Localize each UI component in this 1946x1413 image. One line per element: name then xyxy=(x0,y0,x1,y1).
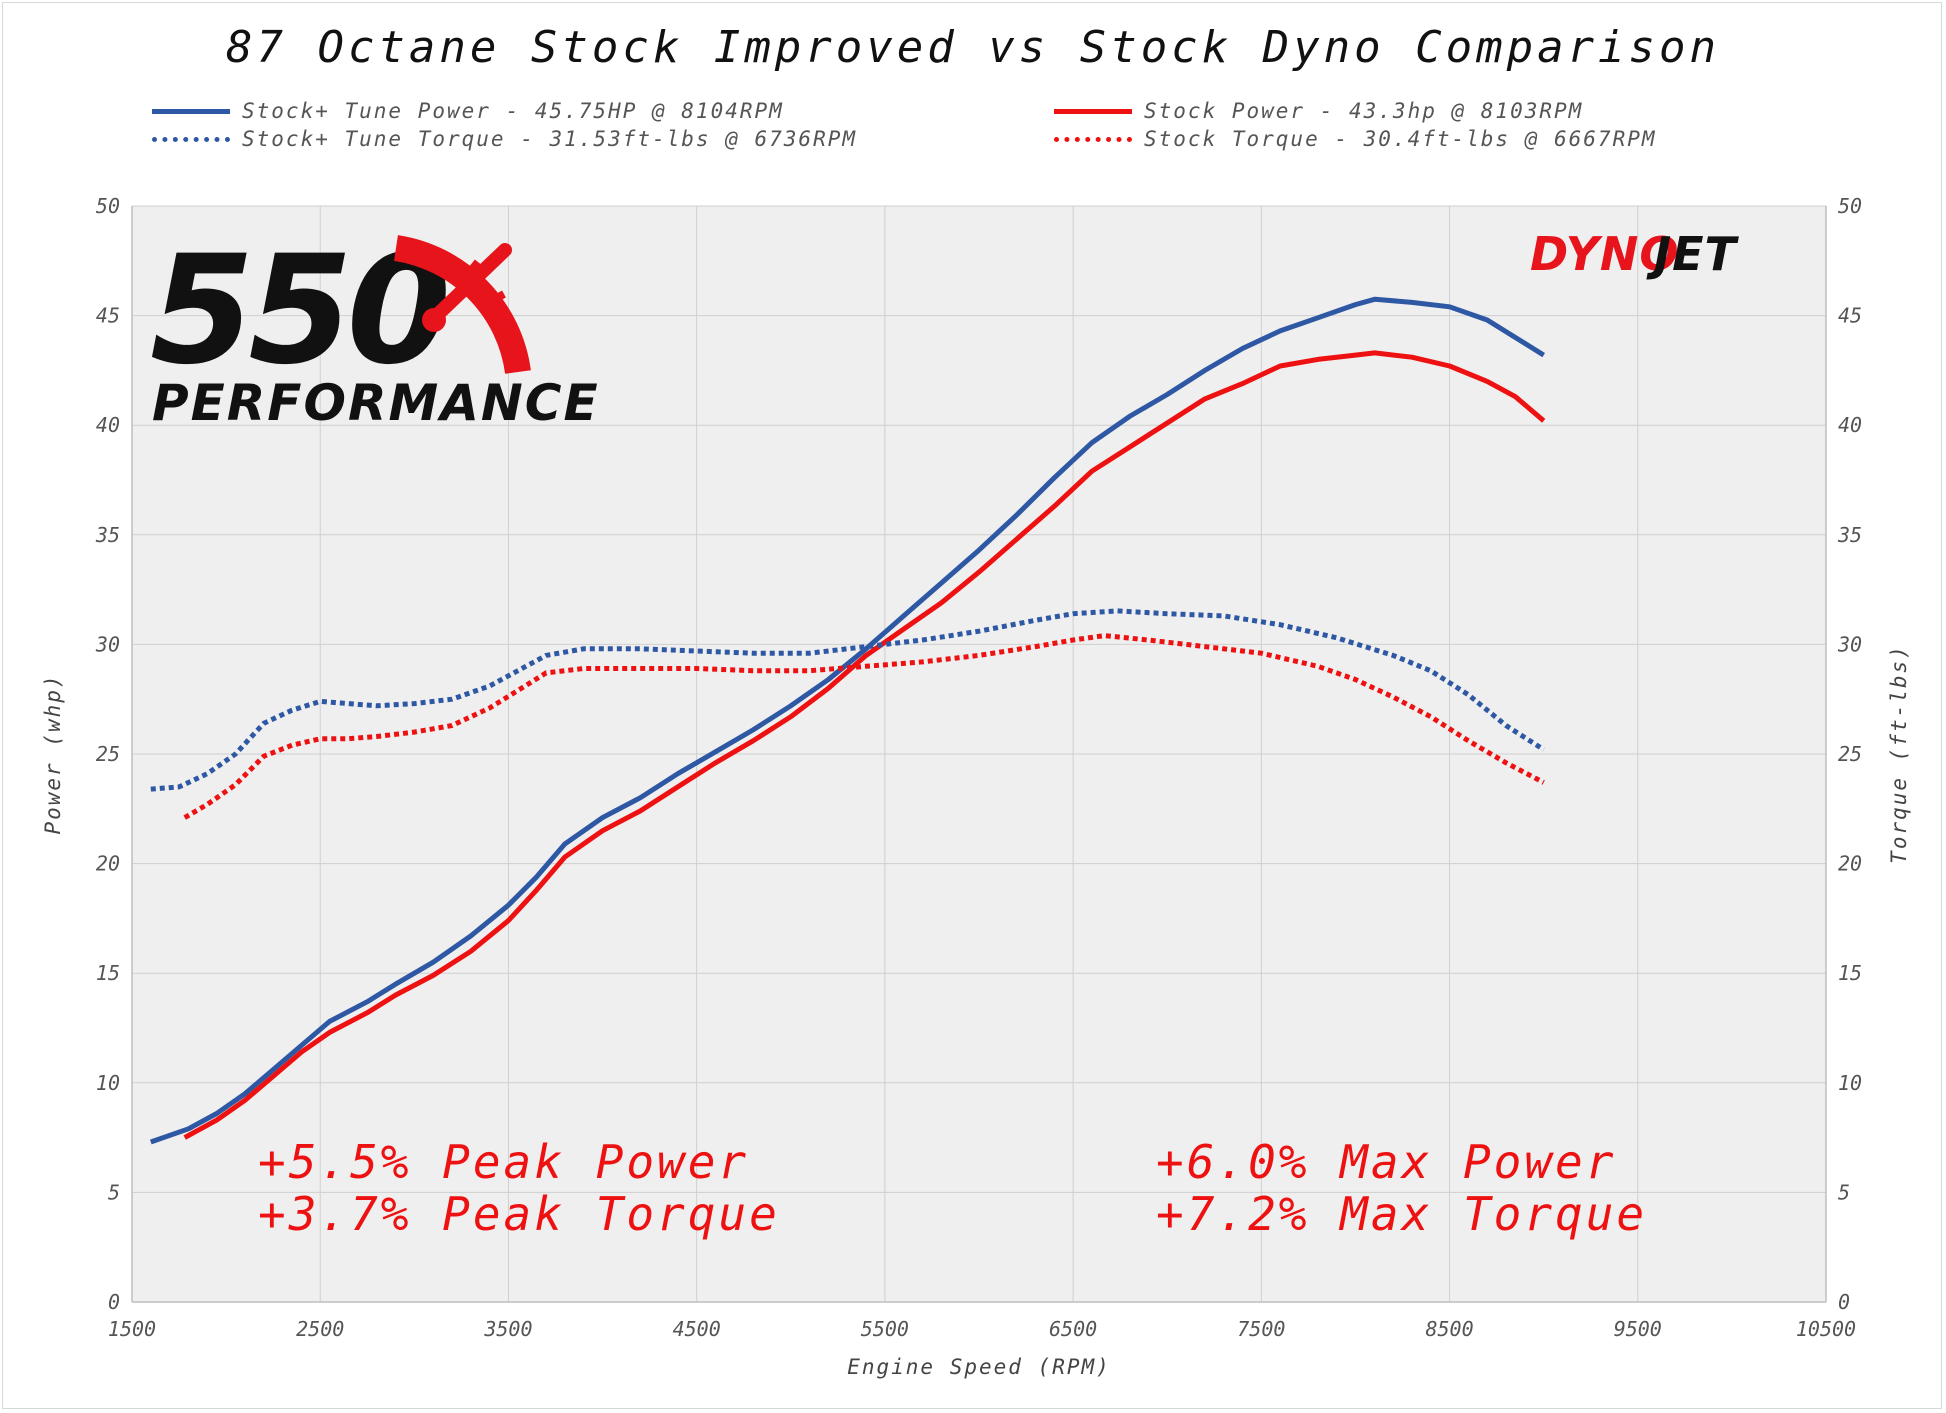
speedometer-icon xyxy=(393,235,531,374)
x-tick-label: 5500 xyxy=(861,1317,909,1341)
y-axis-title-right: Torque (ft-lbs) xyxy=(1887,644,1911,864)
legend-swatch-tune-power xyxy=(152,108,230,114)
series-stock-power xyxy=(183,350,1546,1140)
annotation-peak-torque: +3.7% Peak Torque xyxy=(258,1187,780,1241)
legend-swatch-tune-torque xyxy=(152,136,230,142)
legend-swatch-stock-power xyxy=(1054,108,1132,114)
y-tick-left: 35 xyxy=(95,523,120,547)
annotation-max-power: +6.0% Max Power xyxy=(1156,1135,1616,1189)
x-tick-label: 10500 xyxy=(1796,1317,1856,1341)
y-tick-right: 40 xyxy=(1838,413,1862,437)
y-tick-right: 15 xyxy=(1838,961,1862,985)
y-tick-right: 45 xyxy=(1838,304,1862,328)
y-axis-title-left: Power (whp) xyxy=(41,673,65,834)
y-tick-left: 15 xyxy=(96,961,120,985)
legend-item-tune-power: Stock+ Tune Power - 45.75HP @ 8104RPM xyxy=(152,98,784,124)
y-tick-left: 5 xyxy=(108,1180,120,1204)
legend-label-stock-torque: Stock Torque - 30.4ft-lbs @ 6667RPM xyxy=(1144,127,1657,151)
y-tick-right: 50 xyxy=(1838,194,1862,218)
series-layer xyxy=(149,296,1546,1145)
x-tick-label: 9500 xyxy=(1614,1317,1662,1341)
annotation-peak-power: +5.5% Peak Power xyxy=(258,1135,749,1189)
x-tick-label: 8500 xyxy=(1425,1317,1473,1341)
x-tick-label: 4500 xyxy=(673,1317,721,1341)
legend-item-stock-torque: Stock Torque - 30.4ft-lbs @ 6667RPM xyxy=(1054,126,1657,152)
legend-swatch-stock-torque xyxy=(1054,136,1132,142)
y-tick-left: 25 xyxy=(96,742,120,766)
y-tick-left: 45 xyxy=(96,304,120,328)
legend-label-tune-power: Stock+ Tune Power - 45.75HP @ 8104RPM xyxy=(242,99,784,123)
legend-item-tune-torque: Stock+ Tune Torque - 31.53ft-lbs @ 6736R… xyxy=(152,126,857,152)
annotation-max-torque: +7.2% Max Torque xyxy=(1156,1187,1647,1241)
y-tick-left: 50 xyxy=(96,194,120,218)
y-tick-right: 0 xyxy=(1838,1290,1850,1314)
x-tick-label: 3500 xyxy=(483,1317,532,1341)
y-tick-right: 20 xyxy=(1838,852,1862,876)
x-axis-title: Engine Speed (RPM) xyxy=(847,1355,1111,1379)
dynojet-logo-jet: JET xyxy=(1646,227,1740,281)
logo-550-performance: 550 PERFORMANCE xyxy=(150,224,600,432)
x-tick-label: 1500 xyxy=(108,1317,156,1341)
x-tick-label: 7500 xyxy=(1237,1317,1285,1341)
y-tick-right: 35 xyxy=(1837,523,1862,547)
y-tick-left: 20 xyxy=(96,852,120,876)
y-tick-left: 0 xyxy=(108,1290,120,1314)
axes: 0 0 5 5 10 10 15 15 20 20 25 25 30 30 35 35 40 40 45 45 50 50… xyxy=(41,194,1911,1379)
y-tick-left: 10 xyxy=(96,1071,120,1095)
x-tick-label: 2500 xyxy=(296,1317,344,1341)
y-tick-right: 5 xyxy=(1838,1180,1850,1204)
series-tune-power xyxy=(149,296,1546,1145)
dynojet-logo: DYNO JET xyxy=(1530,227,1740,281)
y-tick-left: 40 xyxy=(96,413,120,437)
x-tick-label: 6500 xyxy=(1049,1317,1097,1341)
y-tick-right: 10 xyxy=(1838,1071,1862,1095)
y-tick-right: 30 xyxy=(1837,632,1862,656)
y-tick-right: 25 xyxy=(1838,742,1862,766)
y-tick-left: 30 xyxy=(95,632,120,656)
series-stock-torque xyxy=(183,633,1545,820)
legend-label-stock-power: Stock Power - 43.3hp @ 8103RPM xyxy=(1144,99,1584,123)
chart-title: 87 Octane Stock Improved vs Stock Dyno C… xyxy=(225,22,1721,73)
dynojet-logo-dyno: DYNO xyxy=(1530,227,1680,281)
legend-label-tune-torque: Stock+ Tune Torque - 31.53ft-lbs @ 6736R… xyxy=(242,127,858,151)
legend-item-stock-power: Stock Power - 43.3hp @ 8103RPM xyxy=(1054,98,1583,124)
series-tune-torque xyxy=(150,608,1546,792)
logo-word: PERFORMANCE xyxy=(152,374,600,432)
